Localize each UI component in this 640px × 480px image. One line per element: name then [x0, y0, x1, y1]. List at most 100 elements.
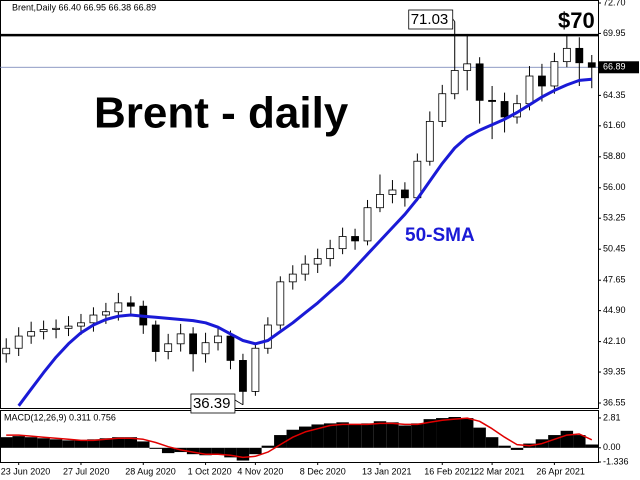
candle-body — [363, 207, 372, 242]
macd-bar — [99, 438, 113, 448]
sma-line — [17, 77, 592, 407]
macd-bar — [124, 437, 138, 448]
candle-body — [326, 248, 335, 260]
candle-body — [313, 258, 322, 265]
macd-signal-line — [6, 417, 593, 459]
macd-tick-label: 0.00 — [603, 442, 621, 452]
candle-body — [263, 324, 272, 349]
y-tick-label: 36.55 — [603, 397, 626, 407]
annotation-label: 36.39 — [193, 395, 231, 412]
macd-bar — [299, 426, 312, 448]
candle-body — [425, 120, 434, 162]
macd-bar — [423, 419, 437, 448]
y-tick-label: 42.10 — [603, 336, 626, 346]
macd-bar — [386, 422, 399, 448]
macd-bar — [74, 440, 88, 448]
macd-bar — [261, 445, 275, 448]
candle-body — [164, 343, 173, 352]
macd-bar — [560, 430, 574, 448]
macd-bar — [137, 441, 150, 448]
macd-bar — [336, 422, 349, 448]
macd-bar — [274, 435, 287, 448]
macd-bar — [286, 429, 299, 448]
candle-body — [376, 194, 384, 209]
candle-body — [450, 70, 459, 95]
candle-body — [550, 61, 559, 87]
macd-bar — [585, 444, 598, 448]
y-tick-label: 61.60 — [603, 120, 626, 130]
candle-body — [126, 302, 135, 307]
macd-label: MACD(12,26,9) 0.311 0.756 — [4, 412, 116, 422]
candle-body — [77, 322, 85, 327]
candle-body — [27, 331, 36, 337]
macd-bar — [199, 447, 212, 456]
candle-body — [413, 160, 422, 199]
macd-bar — [149, 447, 162, 449]
macd-bar — [498, 445, 511, 448]
macd-bar — [161, 447, 175, 454]
chart-title: Brent - daily — [94, 89, 349, 138]
candle-body — [201, 342, 210, 355]
y-tick-label: 69.95 — [603, 28, 626, 38]
candle-body — [214, 335, 222, 344]
x-tick-label: 1 Oct 2020 — [188, 466, 232, 476]
candle-body — [351, 236, 359, 242]
y-tick-label: 47.65 — [603, 275, 626, 285]
macd-bar — [12, 436, 25, 448]
y-tick-label: 44.90 — [603, 305, 626, 315]
candle-body — [338, 236, 347, 250]
candle-body — [114, 302, 123, 313]
candle-body — [189, 333, 198, 355]
macd-bar — [323, 423, 337, 448]
macd-bar — [361, 423, 374, 448]
candle-body — [101, 311, 110, 316]
candle-body — [525, 75, 534, 105]
macd-bar — [249, 447, 262, 455]
x-tick-label: 13 Jan 2021 — [362, 466, 412, 476]
level-label: $70 — [558, 8, 595, 33]
macd-bar — [224, 447, 237, 458]
macd-bar — [112, 437, 125, 448]
candle-body — [538, 75, 546, 87]
macd-bar — [473, 427, 486, 448]
macd-bar — [348, 424, 362, 448]
macd-bar — [37, 438, 50, 448]
candle-body — [562, 47, 571, 63]
macd-bar — [49, 439, 63, 448]
candle-body — [463, 63, 472, 71]
macd-panel — [0, 410, 599, 463]
macd-bar — [411, 423, 424, 448]
candle-body — [500, 101, 509, 118]
candle-body — [64, 325, 73, 329]
candle-body — [239, 360, 247, 392]
candle-body — [14, 335, 23, 349]
last-price-box — [599, 61, 639, 74]
candle-body — [400, 189, 409, 199]
annotation-box — [190, 393, 236, 414]
annotation-label: 71.03 — [411, 11, 449, 28]
x-tick-label: 28 Aug 2020 — [125, 466, 176, 476]
candle-body — [475, 63, 484, 101]
macd-bar — [436, 418, 449, 448]
candle-body — [288, 273, 297, 283]
macd-bar — [62, 440, 75, 448]
macd-bar — [460, 418, 474, 448]
macd-bar — [573, 435, 586, 448]
macd-bar — [510, 447, 524, 450]
sma-label: 50-SMA — [405, 225, 475, 246]
candle-body — [89, 314, 98, 324]
macd-bar — [186, 447, 200, 455]
macd-bar — [211, 447, 225, 455]
macd-bar — [236, 447, 250, 461]
candle-body — [39, 329, 48, 333]
y-tick-label: 56.00 — [603, 182, 626, 192]
y-tick-label: 58.80 — [603, 151, 626, 161]
candle-body — [575, 47, 584, 64]
macd-bar — [448, 417, 461, 448]
x-tick-label: 26 Apr 2021 — [536, 466, 585, 476]
candle-body — [438, 93, 447, 122]
candle-body — [388, 189, 397, 195]
candle-body — [587, 62, 596, 68]
y-tick-label: 53.25 — [603, 213, 626, 223]
macd-bar — [398, 425, 412, 448]
